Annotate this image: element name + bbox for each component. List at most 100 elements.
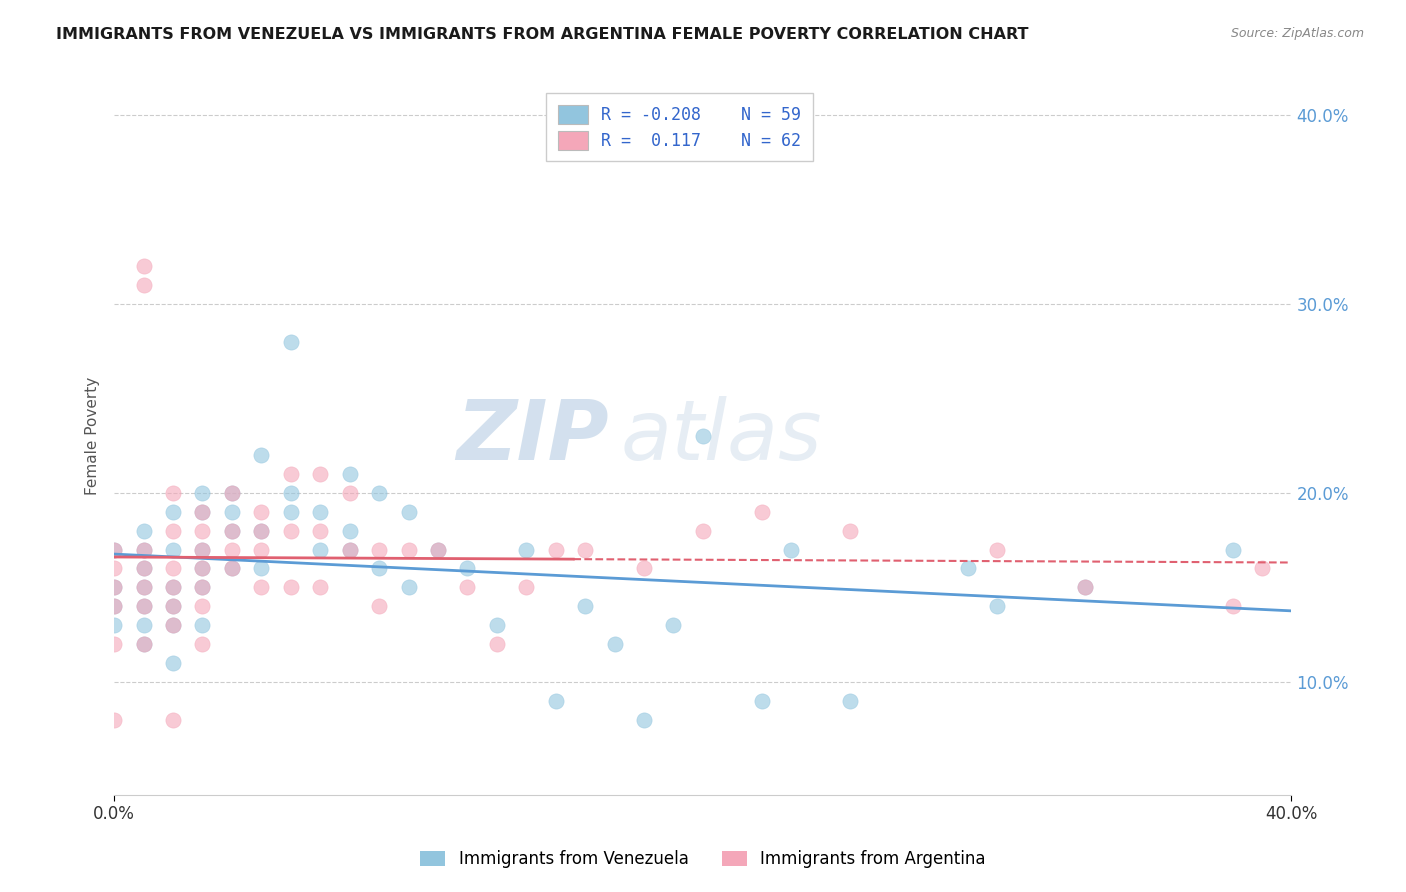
- Point: [692, 524, 714, 538]
- Point: [280, 486, 302, 500]
- Point: [191, 599, 214, 614]
- Point: [456, 561, 478, 575]
- Point: [221, 561, 243, 575]
- Point: [191, 505, 214, 519]
- Text: IMMIGRANTS FROM VENEZUELA VS IMMIGRANTS FROM ARGENTINA FEMALE POVERTY CORRELATIO: IMMIGRANTS FROM VENEZUELA VS IMMIGRANTS …: [56, 27, 1029, 42]
- Point: [221, 486, 243, 500]
- Point: [398, 580, 420, 594]
- Point: [280, 467, 302, 481]
- Point: [309, 467, 332, 481]
- Point: [751, 693, 773, 707]
- Point: [132, 637, 155, 651]
- Point: [191, 542, 214, 557]
- Point: [280, 334, 302, 349]
- Point: [191, 505, 214, 519]
- Point: [544, 693, 567, 707]
- Point: [191, 580, 214, 594]
- Point: [162, 580, 184, 594]
- Point: [839, 524, 862, 538]
- Legend: Immigrants from Venezuela, Immigrants from Argentina: Immigrants from Venezuela, Immigrants fr…: [413, 844, 993, 875]
- Point: [956, 561, 979, 575]
- Point: [250, 542, 273, 557]
- Point: [398, 542, 420, 557]
- Point: [103, 542, 125, 557]
- Point: [751, 505, 773, 519]
- Point: [103, 599, 125, 614]
- Point: [309, 505, 332, 519]
- Point: [103, 580, 125, 594]
- Point: [309, 524, 332, 538]
- Point: [132, 599, 155, 614]
- Point: [368, 561, 391, 575]
- Point: [339, 486, 361, 500]
- Point: [368, 542, 391, 557]
- Point: [103, 542, 125, 557]
- Point: [250, 505, 273, 519]
- Point: [162, 618, 184, 632]
- Text: Source: ZipAtlas.com: Source: ZipAtlas.com: [1230, 27, 1364, 40]
- Point: [544, 542, 567, 557]
- Point: [191, 542, 214, 557]
- Point: [485, 637, 508, 651]
- Point: [162, 599, 184, 614]
- Point: [986, 599, 1008, 614]
- Point: [162, 599, 184, 614]
- Point: [132, 618, 155, 632]
- Point: [191, 524, 214, 538]
- Point: [162, 524, 184, 538]
- Point: [132, 561, 155, 575]
- Point: [280, 505, 302, 519]
- Point: [103, 618, 125, 632]
- Point: [780, 542, 803, 557]
- Point: [132, 599, 155, 614]
- Point: [221, 542, 243, 557]
- Point: [103, 637, 125, 651]
- Point: [132, 260, 155, 274]
- Point: [485, 618, 508, 632]
- Point: [250, 448, 273, 462]
- Point: [250, 561, 273, 575]
- Point: [162, 618, 184, 632]
- Point: [191, 637, 214, 651]
- Point: [162, 713, 184, 727]
- Point: [191, 486, 214, 500]
- Point: [515, 542, 537, 557]
- Point: [103, 599, 125, 614]
- Point: [839, 693, 862, 707]
- Point: [603, 637, 626, 651]
- Point: [250, 524, 273, 538]
- Point: [456, 580, 478, 594]
- Point: [280, 580, 302, 594]
- Point: [132, 524, 155, 538]
- Point: [250, 580, 273, 594]
- Point: [132, 580, 155, 594]
- Point: [368, 486, 391, 500]
- Point: [662, 618, 685, 632]
- Point: [1074, 580, 1097, 594]
- Point: [162, 580, 184, 594]
- Point: [574, 599, 596, 614]
- Point: [515, 580, 537, 594]
- Point: [221, 561, 243, 575]
- Point: [132, 278, 155, 293]
- Point: [633, 561, 655, 575]
- Text: atlas: atlas: [620, 396, 823, 476]
- Text: ZIP: ZIP: [456, 396, 609, 476]
- Point: [1074, 580, 1097, 594]
- Point: [1222, 599, 1244, 614]
- Point: [132, 542, 155, 557]
- Point: [221, 524, 243, 538]
- Point: [339, 524, 361, 538]
- Point: [221, 486, 243, 500]
- Point: [339, 542, 361, 557]
- Point: [309, 580, 332, 594]
- Y-axis label: Female Poverty: Female Poverty: [86, 377, 100, 495]
- Point: [162, 656, 184, 670]
- Point: [426, 542, 449, 557]
- Point: [692, 429, 714, 443]
- Point: [132, 637, 155, 651]
- Point: [1251, 561, 1274, 575]
- Point: [339, 467, 361, 481]
- Point: [191, 580, 214, 594]
- Point: [132, 580, 155, 594]
